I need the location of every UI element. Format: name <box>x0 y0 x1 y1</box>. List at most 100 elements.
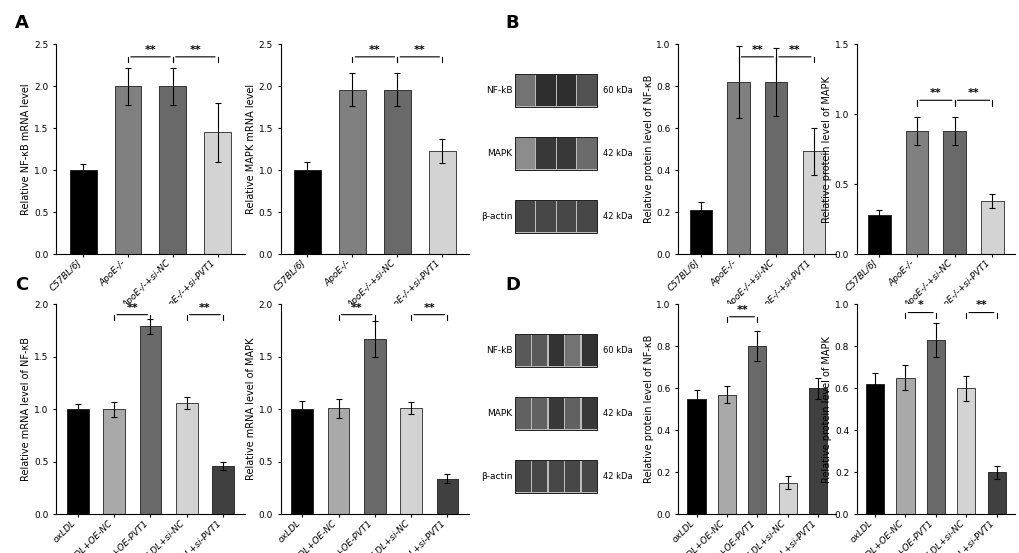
Bar <box>399 408 422 514</box>
Bar <box>204 133 231 254</box>
Bar <box>516 461 530 492</box>
Text: β-actin: β-actin <box>481 472 512 481</box>
Text: MAPK: MAPK <box>487 149 512 158</box>
Bar <box>565 335 580 366</box>
Text: 42 kDa: 42 kDa <box>602 212 632 221</box>
Text: 60 kDa: 60 kDa <box>602 86 632 95</box>
Text: **: ** <box>423 302 435 312</box>
Text: **: ** <box>789 45 800 55</box>
Bar <box>581 398 596 429</box>
Bar <box>338 90 366 254</box>
Bar <box>565 398 580 429</box>
Text: B: B <box>504 14 518 32</box>
Bar <box>516 138 534 169</box>
Bar <box>905 131 927 254</box>
Bar <box>67 409 89 514</box>
Text: A: A <box>15 14 30 32</box>
Bar <box>867 215 890 254</box>
Bar <box>140 326 161 514</box>
Bar <box>556 201 576 232</box>
Bar <box>515 137 597 170</box>
Bar <box>986 472 1005 514</box>
Bar <box>159 86 186 254</box>
Bar <box>808 388 826 514</box>
Y-axis label: Relative mRNA level of NF-κB: Relative mRNA level of NF-κB <box>21 337 32 481</box>
Text: **: ** <box>414 45 425 55</box>
Bar <box>748 346 765 514</box>
Bar <box>515 200 597 233</box>
Text: **: ** <box>126 302 138 312</box>
Bar <box>717 394 736 514</box>
Bar <box>536 138 555 169</box>
Text: **: ** <box>190 45 201 55</box>
Text: **: ** <box>736 305 747 315</box>
Bar <box>565 461 580 492</box>
Bar <box>536 75 555 106</box>
Bar <box>515 74 597 107</box>
Y-axis label: Relative NF-κB mRNA level: Relative NF-κB mRNA level <box>21 84 32 215</box>
Bar <box>777 483 796 514</box>
Text: **: ** <box>199 302 211 312</box>
Bar <box>515 333 597 367</box>
Text: NF-kB: NF-kB <box>485 86 512 95</box>
Bar <box>436 478 458 514</box>
Bar <box>175 403 198 514</box>
Bar <box>327 408 350 514</box>
Bar <box>802 152 824 254</box>
Bar <box>896 378 914 514</box>
Text: 60 kDa: 60 kDa <box>602 346 632 355</box>
Bar <box>548 335 564 366</box>
Text: *: * <box>917 300 922 310</box>
Bar <box>383 90 411 254</box>
Bar <box>516 75 534 106</box>
Bar <box>581 335 596 366</box>
Bar <box>515 397 597 430</box>
Bar <box>943 131 965 254</box>
Y-axis label: Relative protein level of MAPK: Relative protein level of MAPK <box>821 336 832 483</box>
Bar <box>980 201 1003 254</box>
Bar <box>764 82 787 254</box>
Bar <box>69 170 97 254</box>
Bar <box>956 388 974 514</box>
Text: D: D <box>504 276 520 295</box>
Text: 42 kDa: 42 kDa <box>602 149 632 158</box>
Bar <box>532 461 547 492</box>
Bar <box>114 86 142 254</box>
Bar <box>577 201 596 232</box>
Bar <box>516 398 530 429</box>
Text: MAPK: MAPK <box>487 409 512 418</box>
Text: **: ** <box>974 300 986 310</box>
Bar <box>103 409 125 514</box>
Bar <box>687 399 705 514</box>
Bar <box>532 335 547 366</box>
Bar <box>212 466 233 514</box>
Y-axis label: Relative protein level of NF-κB: Relative protein level of NF-κB <box>643 75 653 223</box>
Text: **: ** <box>929 88 941 98</box>
Bar <box>556 75 576 106</box>
Text: C: C <box>15 276 29 295</box>
Bar <box>364 339 385 514</box>
Y-axis label: Relative mRNA level of MAPK: Relative mRNA level of MAPK <box>246 338 256 481</box>
Bar <box>515 460 597 493</box>
Text: **: ** <box>751 45 762 55</box>
Text: **: ** <box>967 88 978 98</box>
Text: β-actin: β-actin <box>481 212 512 221</box>
Bar <box>548 461 564 492</box>
Bar <box>548 398 564 429</box>
Text: 42 kDa: 42 kDa <box>602 472 632 481</box>
Bar <box>577 138 596 169</box>
Bar <box>516 201 534 232</box>
Bar <box>727 82 749 254</box>
Bar <box>581 461 596 492</box>
Bar <box>291 409 313 514</box>
Text: **: ** <box>145 45 156 55</box>
Bar <box>536 201 555 232</box>
Bar <box>865 384 883 514</box>
Y-axis label: Relative MAPK mRNA level: Relative MAPK mRNA level <box>246 84 256 215</box>
Text: NF-kB: NF-kB <box>485 346 512 355</box>
Bar <box>516 335 530 366</box>
Text: **: ** <box>369 45 380 55</box>
Bar <box>926 340 944 514</box>
Bar <box>556 138 576 169</box>
Y-axis label: Relative protein level of NF-κB: Relative protein level of NF-κB <box>643 335 653 483</box>
